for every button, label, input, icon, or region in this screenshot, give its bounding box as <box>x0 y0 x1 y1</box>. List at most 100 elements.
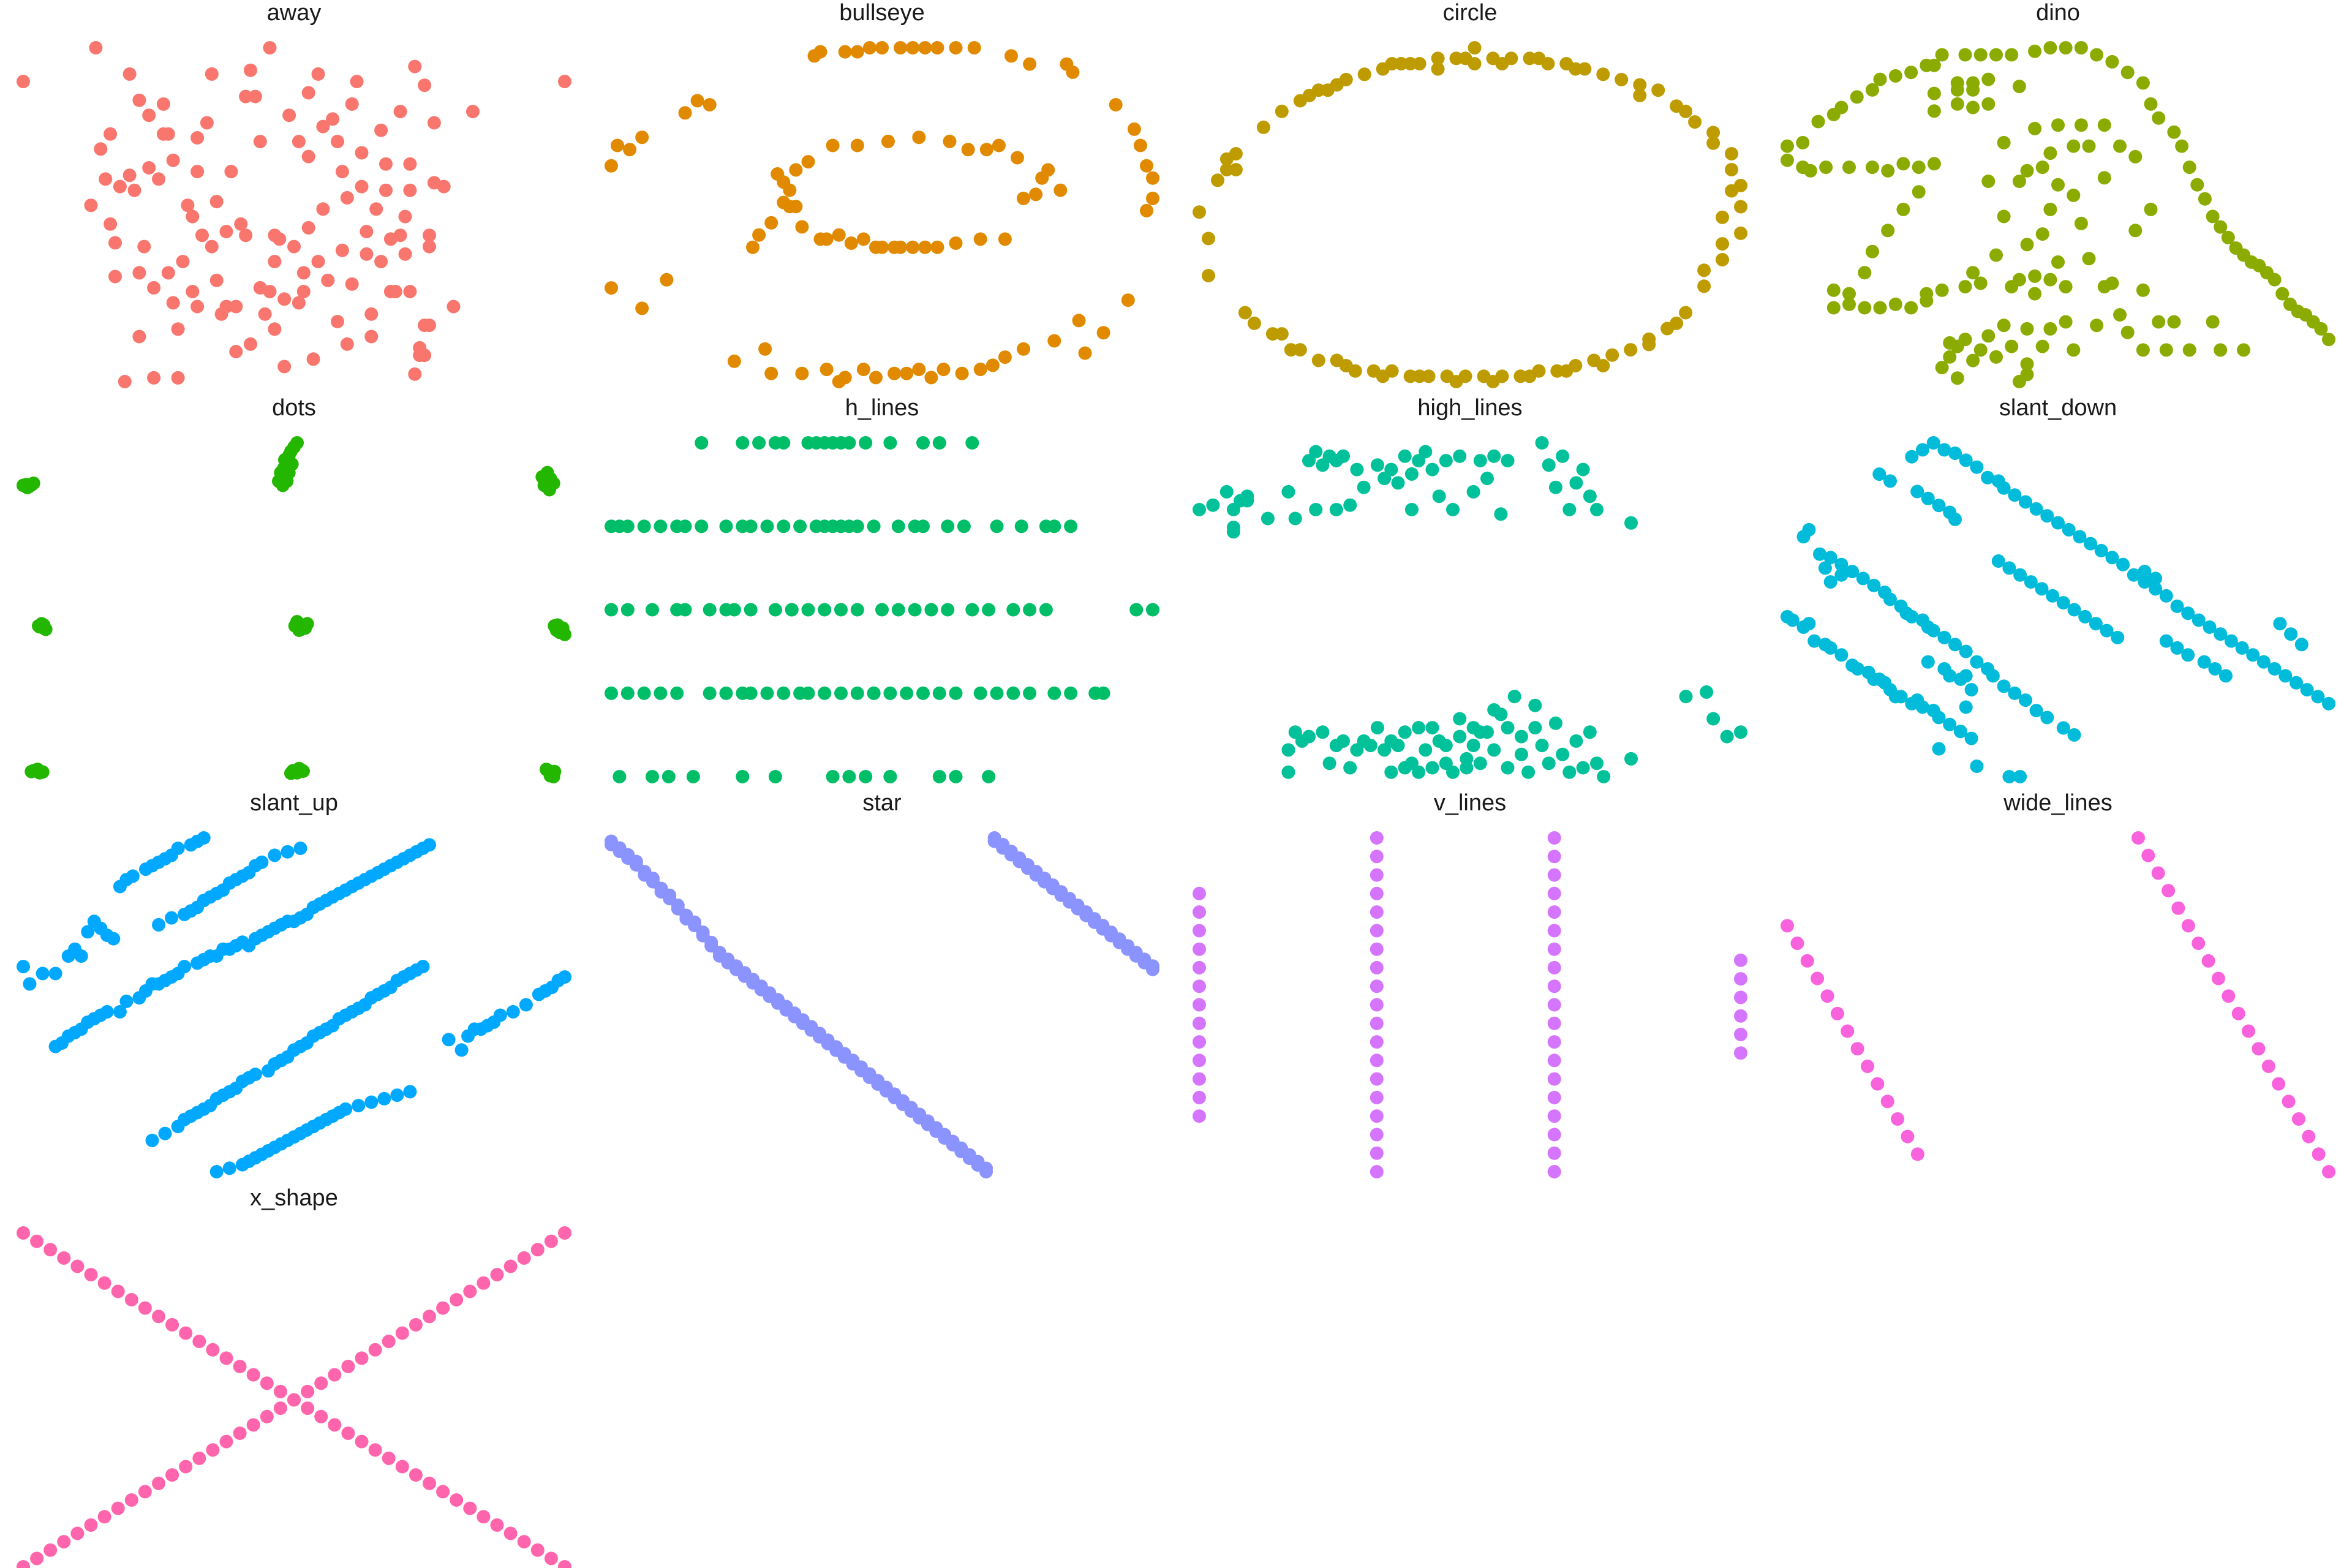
scatter-point <box>867 686 881 700</box>
scatter-point <box>1391 476 1405 490</box>
scatter-point <box>1734 1009 1747 1023</box>
scatter-point <box>912 363 926 377</box>
scatter-point <box>287 1393 301 1407</box>
scatter-point <box>1281 484 1295 499</box>
scatter-point <box>1370 831 1384 845</box>
scatter-point <box>1932 710 1946 725</box>
scatter-point <box>111 1501 125 1515</box>
scatter-point <box>2206 315 2220 329</box>
scatter-point <box>2152 315 2166 329</box>
scatter-point <box>1336 449 1350 463</box>
scatter-point <box>2252 1042 2266 1056</box>
scatter-point <box>1041 163 1055 177</box>
scatter-point <box>2002 770 2016 783</box>
scatter-point <box>2020 357 2034 371</box>
scatter-point <box>2067 603 2081 617</box>
scatter-point <box>393 228 407 243</box>
scatter-point <box>152 918 165 932</box>
scatter-point <box>37 618 51 632</box>
scatter-point <box>2051 255 2065 269</box>
scatter-point <box>916 436 930 450</box>
scatter-point <box>1370 850 1384 864</box>
scatter-point <box>1932 499 1946 513</box>
scatter-point <box>2105 55 2119 69</box>
scatter-point <box>2113 139 2127 153</box>
scatter-point <box>1841 1024 1855 1038</box>
scatter-point <box>219 300 233 314</box>
scatter-point <box>1542 756 1556 771</box>
scatter-point <box>423 1310 436 1324</box>
scatter-point <box>2043 273 2057 287</box>
scatter-point <box>2197 655 2211 669</box>
scatter-point <box>1219 484 1234 499</box>
scatter-point <box>1959 453 1973 467</box>
scatter-point <box>1916 700 1929 714</box>
scatter-point <box>326 112 340 126</box>
scatter-point <box>1973 48 1988 62</box>
scatter-point <box>276 478 290 492</box>
scatter-point <box>1193 1072 1206 1086</box>
scatter-point <box>2136 76 2150 90</box>
scatter-point <box>398 247 412 261</box>
scatter-point <box>1959 669 1973 683</box>
scatter-point <box>408 59 422 74</box>
scatter-point <box>517 1251 531 1265</box>
scatter-point <box>1096 686 1110 700</box>
scatter-point <box>1576 462 1590 477</box>
scatter-point <box>290 436 304 450</box>
scatter-point <box>1880 1095 1894 1109</box>
scatter-point <box>530 1543 545 1557</box>
scatter-point <box>998 232 1012 246</box>
scatter-point <box>1229 163 1243 176</box>
scatter-point <box>1820 989 1834 1003</box>
scatter-point <box>1140 203 1153 217</box>
scatter-point <box>2097 280 2111 294</box>
scatter-point <box>147 371 161 385</box>
scatter-point <box>2273 617 2287 631</box>
scatter-point <box>1357 67 1371 81</box>
scatter-point <box>463 1501 477 1515</box>
scatter-point <box>190 131 205 145</box>
scatter-point <box>2097 171 2111 185</box>
scatter-point <box>768 603 782 617</box>
scatter-point <box>727 603 741 617</box>
scatter-point <box>703 686 717 700</box>
scatter-point <box>89 41 103 55</box>
scatter-point <box>409 1317 423 1332</box>
scatter-point <box>209 1165 224 1178</box>
scatter-point <box>1943 350 1957 364</box>
scatter-point <box>554 624 568 638</box>
scatter-point <box>1473 725 1487 739</box>
scatter-point <box>1651 83 1665 97</box>
scatter-point <box>418 318 432 333</box>
scatter-point <box>423 1476 436 1490</box>
scatter-point <box>752 436 766 450</box>
scatter-point <box>2013 770 2027 783</box>
panel-dino: dino <box>1781 0 2335 388</box>
scatter-point <box>859 770 873 783</box>
scatter-point <box>1872 467 1887 481</box>
scatter-point <box>1439 756 1453 771</box>
scatter-point <box>2278 669 2293 683</box>
scatter-point <box>2105 551 2119 565</box>
scatter-point <box>924 603 938 617</box>
scatter-point <box>281 845 295 859</box>
scatter-point <box>1487 743 1501 757</box>
scatter-point <box>1528 721 1542 735</box>
scatter-point <box>273 232 287 246</box>
scatter-point <box>1005 49 1018 63</box>
scatter-point <box>48 967 62 981</box>
scatter-point <box>1861 1059 1874 1073</box>
scatter-point <box>1501 721 1515 735</box>
scatter-point <box>1261 511 1275 526</box>
scatter-point <box>1446 503 1460 516</box>
scatter-point <box>818 436 832 450</box>
scatter-point <box>2167 315 2181 329</box>
scatter-point <box>1803 164 1817 178</box>
scatter-point <box>368 1343 382 1357</box>
scatter-point <box>894 240 908 254</box>
scatter-point <box>132 330 146 344</box>
scatter-point <box>277 360 292 374</box>
scatter-point <box>156 97 170 111</box>
scatter-point <box>1932 742 1946 756</box>
